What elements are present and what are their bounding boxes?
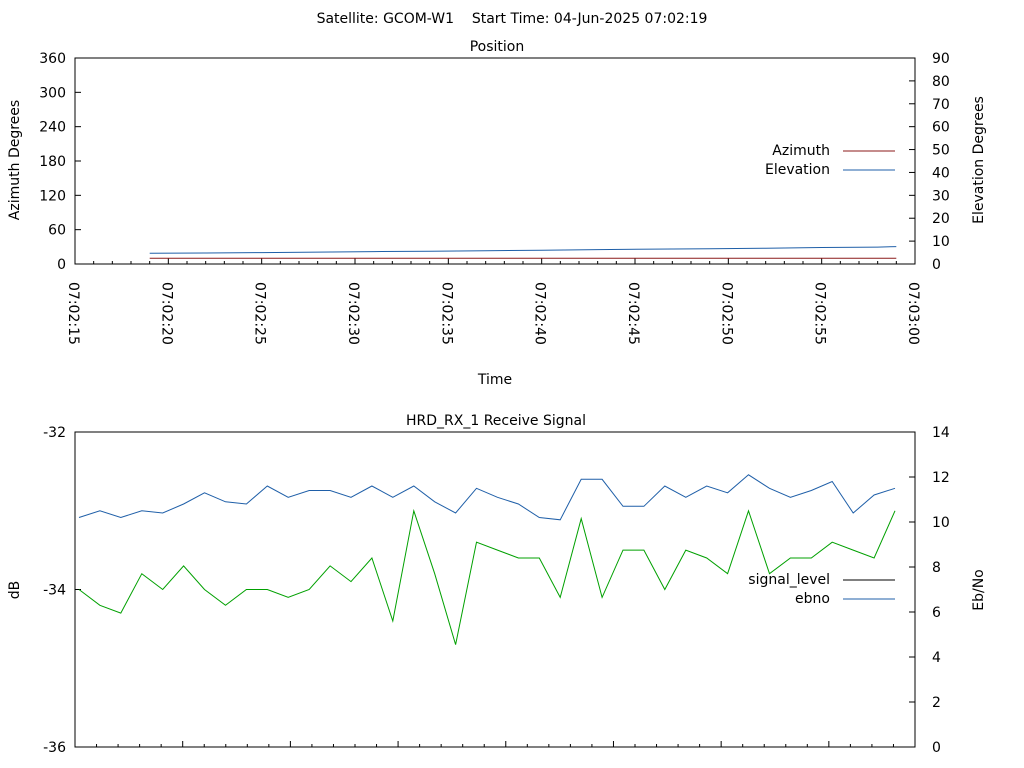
elevation-tick-label: 80 — [932, 74, 950, 90]
db-tick-label: -36 — [43, 740, 66, 756]
ebno-axis-label: Eb/No — [971, 569, 987, 611]
legend-ebno-label: ebno — [795, 591, 830, 607]
elevation-tick-label: 40 — [932, 165, 950, 181]
ebno-series-line — [78, 474, 896, 521]
azimuth-tick-label: 360 — [39, 51, 66, 67]
elevation-tick-label: 30 — [932, 188, 950, 204]
time-tick-label: 07:02:50 — [718, 282, 734, 345]
position-x-axis-label: Time — [477, 372, 512, 388]
legend-elevation-label: Elevation — [765, 162, 830, 178]
elevation-tick-label: 20 — [932, 211, 950, 227]
ebno-tick-label: 4 — [932, 650, 941, 666]
ebno-tick-label: 6 — [932, 605, 941, 621]
ebno-tick-label: 14 — [932, 425, 950, 441]
azimuth-tick-label: 240 — [39, 120, 66, 136]
azimuth-tick-label: 60 — [48, 223, 66, 239]
signal-chart-title: HRD_RX_1 Receive Signal — [406, 413, 586, 429]
azimuth-tick-label: 120 — [39, 188, 66, 204]
azimuth-tick-label: 180 — [39, 154, 66, 170]
green-series-line — [78, 508, 896, 645]
time-tick-label: 07:02:35 — [438, 282, 454, 345]
elevation-tick-label: 50 — [932, 143, 950, 159]
elevation-tick-label: 90 — [932, 51, 950, 67]
elevation-series-line — [149, 246, 897, 254]
legend-signal-level-label: signal_level — [748, 572, 830, 588]
time-tick-label: 07:02:45 — [625, 282, 641, 345]
time-tick-label: 07:03:00 — [905, 282, 921, 345]
time-tick-label: 07:02:55 — [812, 282, 828, 345]
elevation-axis-label: Elevation Degrees — [971, 96, 987, 224]
ebno-tick-label: 8 — [932, 560, 941, 576]
ebno-tick-label: 0 — [932, 740, 941, 756]
header-title: Satellite: GCOM-W1 Start Time: 04-Jun-20… — [317, 11, 708, 27]
azimuth-axis-label: Azimuth Degrees — [7, 100, 23, 220]
ebno-tick-label: 2 — [932, 695, 941, 711]
elevation-tick-label: 10 — [932, 234, 950, 250]
elevation-tick-label: 70 — [932, 97, 950, 113]
time-tick-label: 07:02:15 — [65, 282, 81, 345]
elevation-tick-label: 60 — [932, 120, 950, 136]
time-tick-label: 07:02:25 — [252, 282, 268, 345]
time-tick-label: 07:02:30 — [345, 282, 361, 345]
time-tick-label: 07:02:20 — [158, 282, 174, 345]
legend-azimuth-label: Azimuth — [772, 143, 830, 159]
azimuth-tick-label: 300 — [39, 85, 66, 101]
time-tick-label: 07:02:40 — [532, 282, 548, 345]
signal-plot-frame — [74, 431, 916, 748]
ebno-tick-label: 10 — [932, 515, 950, 531]
position-chart-title: Position — [470, 39, 525, 55]
elevation-tick-label: 0 — [932, 257, 941, 273]
db-axis-label: dB — [7, 581, 23, 600]
ebno-tick-label: 12 — [932, 470, 950, 486]
position-plot-frame — [74, 57, 916, 265]
db-tick-label: -32 — [43, 425, 66, 441]
db-tick-label: -34 — [43, 583, 66, 599]
azimuth-tick-label: 0 — [57, 257, 66, 273]
